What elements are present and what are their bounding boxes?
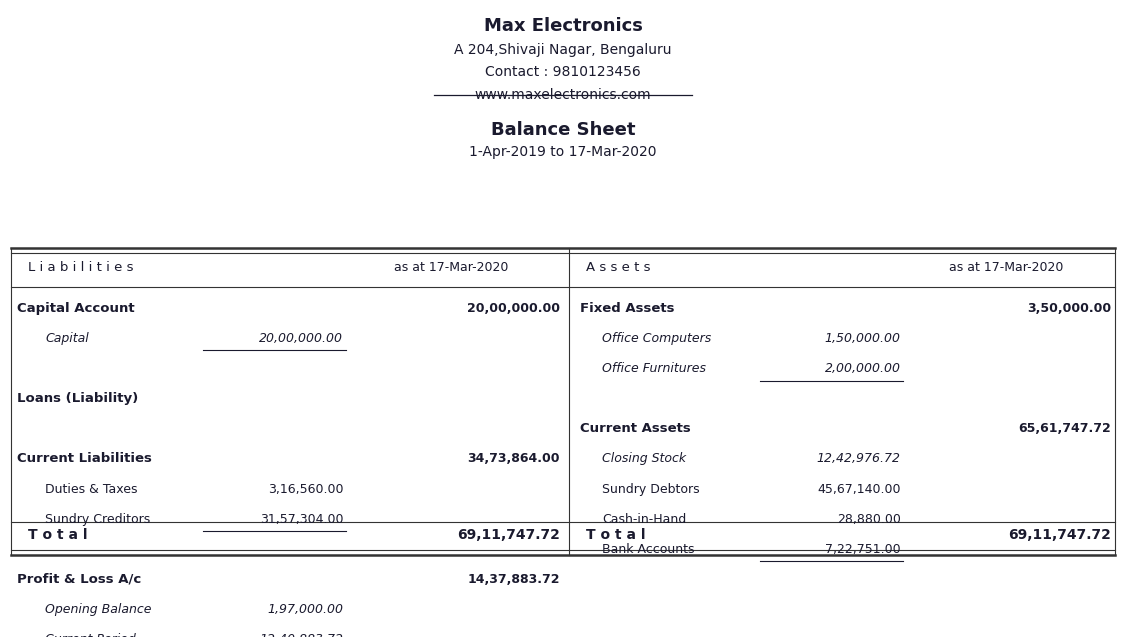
Text: Current Liabilities: Current Liabilities [17, 452, 152, 466]
Text: Current Assets: Current Assets [580, 422, 690, 435]
Text: Office Computers: Office Computers [602, 332, 712, 345]
Text: Contact : 9810123456: Contact : 9810123456 [485, 66, 641, 80]
Text: 45,67,140.00: 45,67,140.00 [817, 483, 901, 496]
Text: Duties & Taxes: Duties & Taxes [45, 483, 137, 496]
Text: 3,16,560.00: 3,16,560.00 [268, 483, 343, 496]
Text: Office Furnitures: Office Furnitures [602, 362, 706, 375]
Text: Fixed Assets: Fixed Assets [580, 302, 674, 315]
Text: T o t a l: T o t a l [28, 529, 88, 543]
Text: Sundry Creditors: Sundry Creditors [45, 513, 150, 526]
Text: 14,37,883.72: 14,37,883.72 [467, 573, 560, 586]
Text: 7,22,751.00: 7,22,751.00 [825, 543, 901, 556]
Text: 12,40,883.72: 12,40,883.72 [259, 633, 343, 637]
Text: 28,880.00: 28,880.00 [837, 513, 901, 526]
Text: as at 17-Mar-2020: as at 17-Mar-2020 [394, 261, 509, 274]
Text: A s s e t s: A s s e t s [586, 261, 650, 274]
Text: Cash-in-Hand: Cash-in-Hand [602, 513, 687, 526]
Text: 3,50,000.00: 3,50,000.00 [1027, 302, 1111, 315]
Text: www.maxelectronics.com: www.maxelectronics.com [475, 87, 651, 101]
Text: as at 17-Mar-2020: as at 17-Mar-2020 [949, 261, 1063, 274]
Text: L i a b i l i t i e s: L i a b i l i t i e s [28, 261, 134, 274]
Text: 20,00,000.00: 20,00,000.00 [259, 332, 343, 345]
Text: 31,57,304.00: 31,57,304.00 [260, 513, 343, 526]
Text: 20,00,000.00: 20,00,000.00 [466, 302, 560, 315]
Text: Profit & Loss A/c: Profit & Loss A/c [17, 573, 141, 586]
Text: 12,42,976.72: 12,42,976.72 [816, 452, 901, 466]
Text: Loans (Liability): Loans (Liability) [17, 392, 138, 405]
Text: T o t a l: T o t a l [586, 529, 645, 543]
Text: 34,73,864.00: 34,73,864.00 [467, 452, 560, 466]
Text: Capital Account: Capital Account [17, 302, 134, 315]
Text: Current Period: Current Period [45, 633, 136, 637]
Text: 69,11,747.72: 69,11,747.72 [457, 529, 560, 543]
Text: 2,00,000.00: 2,00,000.00 [825, 362, 901, 375]
Text: Opening Balance: Opening Balance [45, 603, 152, 616]
Text: Max Electronics: Max Electronics [483, 17, 643, 36]
Text: 1,97,000.00: 1,97,000.00 [268, 603, 343, 616]
Text: 69,11,747.72: 69,11,747.72 [1009, 529, 1111, 543]
Text: A 204,Shivaji Nagar, Bengaluru: A 204,Shivaji Nagar, Bengaluru [454, 43, 672, 57]
Text: Bank Accounts: Bank Accounts [602, 543, 695, 556]
Text: 1,50,000.00: 1,50,000.00 [825, 332, 901, 345]
Text: 1-Apr-2019 to 17-Mar-2020: 1-Apr-2019 to 17-Mar-2020 [470, 145, 656, 159]
Text: Capital: Capital [45, 332, 89, 345]
Text: 65,61,747.72: 65,61,747.72 [1019, 422, 1111, 435]
Text: Balance Sheet: Balance Sheet [491, 121, 635, 139]
Text: Closing Stock: Closing Stock [602, 452, 687, 466]
Text: Sundry Debtors: Sundry Debtors [602, 483, 700, 496]
